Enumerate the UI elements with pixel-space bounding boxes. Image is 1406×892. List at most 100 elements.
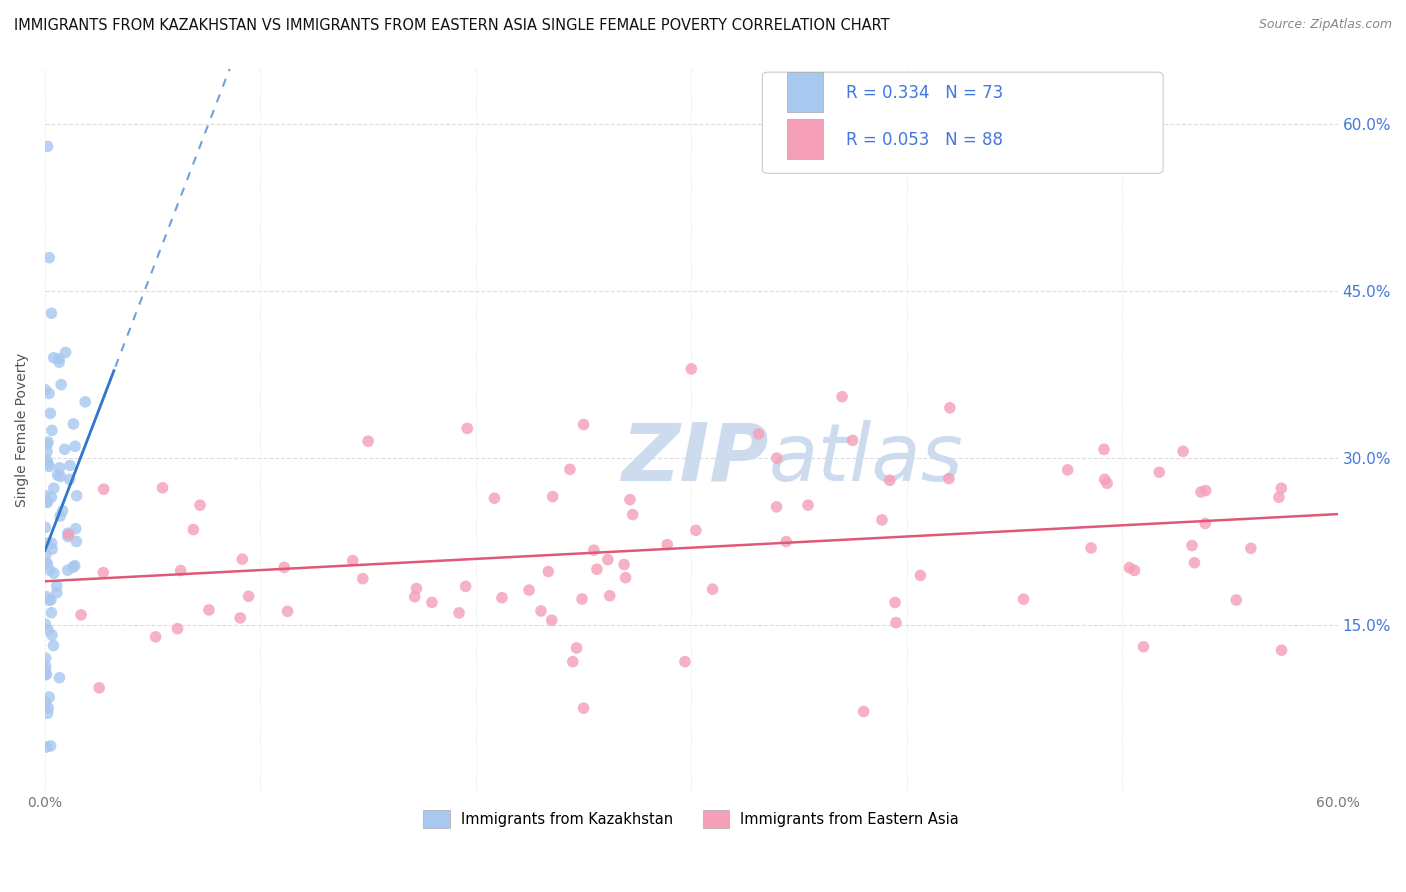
Point bbox=[765, 451, 787, 466]
Point bbox=[51, 377, 73, 392]
Point bbox=[37, 557, 59, 571]
Point bbox=[145, 630, 167, 644]
Point bbox=[42, 566, 65, 581]
Point bbox=[1171, 444, 1194, 458]
Point bbox=[537, 565, 560, 579]
Point bbox=[198, 603, 221, 617]
Point bbox=[42, 351, 65, 365]
Point bbox=[38, 386, 60, 401]
Point bbox=[35, 536, 58, 550]
Point bbox=[58, 527, 80, 541]
Point bbox=[37, 437, 59, 451]
Point bbox=[35, 590, 58, 604]
Point bbox=[1225, 593, 1247, 607]
Point bbox=[152, 481, 174, 495]
Point bbox=[183, 523, 205, 537]
Point bbox=[621, 508, 644, 522]
Point bbox=[34, 659, 56, 673]
Point bbox=[884, 595, 907, 609]
Point bbox=[59, 458, 82, 473]
Point bbox=[35, 696, 58, 710]
Point bbox=[910, 568, 932, 582]
Point bbox=[41, 536, 63, 550]
Point bbox=[53, 442, 76, 457]
Point bbox=[89, 681, 111, 695]
Point bbox=[1132, 640, 1154, 654]
Point bbox=[41, 423, 63, 437]
Point bbox=[596, 552, 619, 566]
Point bbox=[48, 355, 70, 369]
Legend: Immigrants from Kazakhstan, Immigrants from Eastern Asia: Immigrants from Kazakhstan, Immigrants f… bbox=[416, 803, 966, 835]
Point bbox=[454, 579, 477, 593]
Point bbox=[1092, 442, 1115, 457]
Point bbox=[530, 604, 553, 618]
Point bbox=[231, 552, 253, 566]
Point bbox=[870, 513, 893, 527]
Point bbox=[65, 522, 87, 536]
FancyBboxPatch shape bbox=[787, 72, 823, 112]
Point bbox=[673, 655, 696, 669]
Point bbox=[491, 591, 513, 605]
Point bbox=[62, 417, 84, 431]
Point bbox=[775, 534, 797, 549]
Point bbox=[39, 406, 62, 420]
Point bbox=[540, 613, 562, 627]
Point bbox=[565, 640, 588, 655]
Point bbox=[48, 671, 70, 685]
Point bbox=[41, 542, 63, 557]
FancyBboxPatch shape bbox=[787, 119, 823, 159]
Point bbox=[1270, 481, 1292, 495]
Text: R = 0.334   N = 73: R = 0.334 N = 73 bbox=[846, 84, 1004, 102]
Point bbox=[702, 582, 724, 596]
Point bbox=[65, 534, 87, 549]
Point bbox=[188, 498, 211, 512]
Point bbox=[939, 401, 962, 415]
Point bbox=[352, 572, 374, 586]
Point bbox=[41, 628, 63, 642]
Point bbox=[41, 606, 63, 620]
Point bbox=[35, 495, 58, 509]
FancyBboxPatch shape bbox=[762, 72, 1163, 173]
Point bbox=[56, 526, 79, 541]
Point bbox=[38, 593, 60, 607]
Point bbox=[45, 579, 67, 593]
Point bbox=[37, 495, 59, 509]
Point bbox=[39, 739, 62, 753]
Point bbox=[37, 139, 59, 153]
Point bbox=[41, 306, 63, 320]
Point bbox=[37, 435, 59, 450]
Text: R = 0.053   N = 88: R = 0.053 N = 88 bbox=[846, 131, 1004, 149]
Point bbox=[45, 585, 67, 599]
Point bbox=[38, 459, 60, 474]
Point bbox=[63, 558, 86, 573]
Point bbox=[34, 520, 56, 534]
Point bbox=[56, 563, 79, 577]
Point bbox=[1080, 541, 1102, 555]
Point bbox=[1056, 463, 1078, 477]
Point bbox=[484, 491, 506, 505]
Point bbox=[37, 623, 59, 637]
Point bbox=[34, 489, 56, 503]
Point bbox=[276, 604, 298, 618]
Point bbox=[447, 606, 470, 620]
Point bbox=[63, 439, 86, 453]
Point bbox=[42, 481, 65, 495]
Point bbox=[35, 740, 58, 755]
Point bbox=[1240, 541, 1263, 556]
Point bbox=[49, 509, 72, 524]
Point bbox=[1270, 643, 1292, 657]
Point bbox=[37, 701, 59, 715]
Point bbox=[38, 563, 60, 577]
Point bbox=[55, 345, 77, 359]
Point bbox=[619, 492, 641, 507]
Point bbox=[38, 690, 60, 704]
Point bbox=[66, 489, 89, 503]
Point bbox=[34, 651, 56, 665]
Point bbox=[93, 482, 115, 496]
Point bbox=[572, 701, 595, 715]
Point bbox=[938, 471, 960, 485]
Point bbox=[70, 607, 93, 622]
Point bbox=[1147, 465, 1170, 479]
Point bbox=[1095, 476, 1118, 491]
Point bbox=[49, 469, 72, 483]
